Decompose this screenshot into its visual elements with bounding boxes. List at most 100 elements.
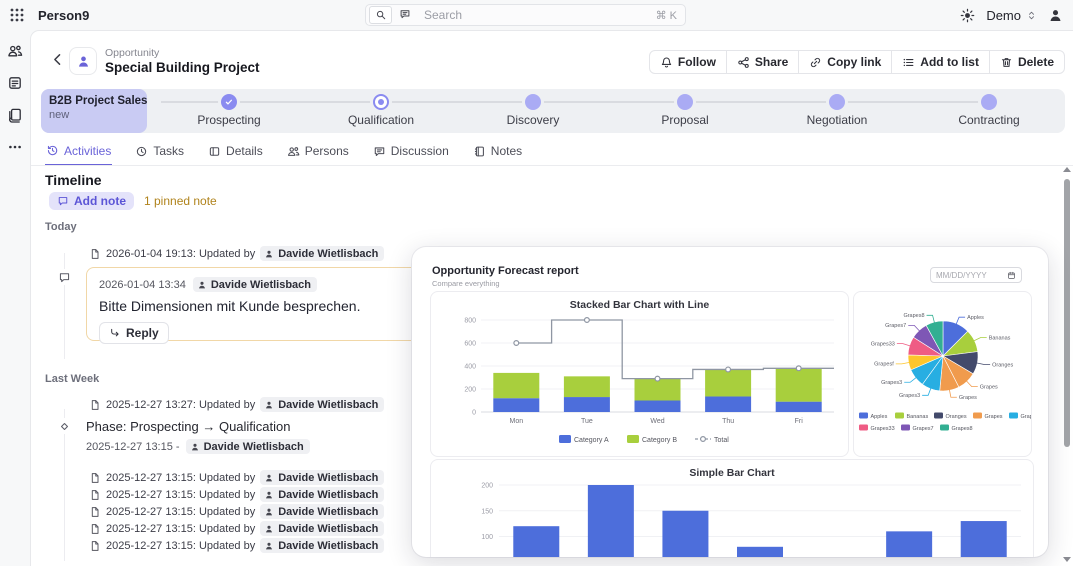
svg-text:Grapes33: Grapes33	[871, 426, 895, 432]
reply-button[interactable]: Reply	[99, 322, 169, 344]
forecast-report-panel: Opportunity Forecast report Compare ever…	[412, 247, 1048, 557]
author-chip[interactable]: Davide Wietlisbach	[260, 521, 385, 536]
add-note-button[interactable]: Add note	[49, 192, 134, 210]
svg-text:Simple Bar Chart: Simple Bar Chart	[689, 467, 775, 479]
app-grid-icon[interactable]	[9, 7, 25, 23]
app-title: Person9	[38, 8, 90, 23]
tab-divider	[31, 165, 1073, 166]
tab-notes[interactable]: Notes	[472, 139, 523, 165]
phase-change-meta: 2025-12-27 13:15 - Davide Wietlisbach	[86, 439, 310, 454]
tab-activities[interactable]: Activities	[45, 139, 113, 165]
scrollbar[interactable]	[1062, 167, 1072, 562]
workspace-switcher[interactable]: Demo	[986, 8, 1037, 23]
person-icon	[190, 442, 200, 452]
today-events: 2026-01-04 19:13: Updated by Davide Wiet…	[89, 245, 385, 262]
stage-label: Discovery	[506, 113, 560, 127]
event-text: 2025-12-27 13:15: Updated by	[106, 505, 256, 518]
people-icon[interactable]	[7, 43, 23, 59]
timeline-event: 2025-12-27 13:15: Updated by Davide Wiet…	[89, 486, 385, 503]
pipeline-connector	[161, 101, 993, 103]
topbar: Person9 Search ⌘ K Demo	[0, 0, 1073, 30]
left-rail	[0, 30, 30, 566]
stage-dot-icon	[829, 94, 845, 110]
author-chip[interactable]: Davide Wietlisbach	[185, 439, 310, 454]
person-icon	[264, 541, 274, 551]
svg-text:Stacked Bar Chart with Line: Stacked Bar Chart with Line	[570, 299, 710, 311]
date-input[interactable]: MM/DD/YYYY	[930, 267, 1022, 283]
svg-text:Category B: Category B	[642, 437, 677, 444]
scroll-up-arrow[interactable]	[1063, 167, 1071, 172]
author-name: Davide Wietlisbach	[278, 488, 379, 501]
search-mode-button[interactable]	[369, 6, 392, 24]
pipeline-stage[interactable]: Prospecting	[153, 89, 305, 133]
stage-dot-icon	[677, 94, 693, 110]
pinned-note-link[interactable]: 1 pinned note	[144, 194, 217, 208]
pipeline-stage[interactable]: Qualification	[305, 89, 457, 133]
date-placeholder: MM/DD/YYYY	[936, 270, 987, 280]
section-label-today: Today	[45, 221, 77, 233]
person-icon	[264, 473, 274, 483]
tab-bar: Activities Tasks Details Persons Discuss…	[45, 139, 545, 165]
back-icon[interactable]	[50, 52, 65, 67]
section-label-lastweek: Last Week	[45, 373, 100, 385]
author-chip[interactable]: Davide Wietlisbach	[260, 397, 385, 412]
pipeline-stage[interactable]: Discovery	[457, 89, 609, 133]
form-icon[interactable]	[7, 75, 23, 91]
bell-icon	[660, 56, 673, 69]
delete-button[interactable]: Delete	[988, 50, 1065, 74]
author-chip[interactable]: Davide Wietlisbach	[260, 487, 385, 502]
svg-text:Bananas: Bananas	[989, 335, 1011, 341]
timeline-event: 2025-12-27 13:15: Updated by Davide Wiet…	[89, 469, 385, 486]
pipeline-stages: Prospecting Qualification Discovery Prop…	[153, 89, 1065, 133]
search-icon	[375, 9, 387, 21]
sun-icon[interactable]	[960, 8, 975, 23]
svg-text:Grapes7: Grapes7	[885, 323, 906, 329]
author-chip[interactable]: Davide Wietlisbach	[260, 470, 385, 485]
person-icon	[197, 280, 207, 290]
stage-dot-icon	[373, 94, 389, 110]
tab-details[interactable]: Details	[207, 139, 264, 165]
svg-text:Grapes: Grapes	[959, 395, 977, 401]
timeline-event: 2025-12-27 13:15: Updated by Davide Wiet…	[89, 537, 385, 554]
event-text: 2025-12-27 13:15: Updated by	[106, 471, 256, 484]
pipeline-stage[interactable]: Negotiation	[761, 89, 913, 133]
author-chip[interactable]: Davide Wietlisbach	[192, 277, 318, 292]
share-button[interactable]: Share	[725, 50, 800, 74]
svg-text:Grapes3: Grapes3	[881, 380, 902, 386]
tab-persons[interactable]: Persons	[286, 139, 350, 165]
lastweek-events: 2025-12-27 13:27: Updated by Davide Wiet…	[89, 396, 385, 413]
tab-discussion[interactable]: Discussion	[372, 139, 450, 165]
calendar-icon	[1007, 271, 1016, 280]
share-icon	[737, 56, 750, 69]
file-icon	[89, 489, 101, 501]
search-bar[interactable]: Search ⌘ K	[365, 4, 686, 26]
author-chip[interactable]: Davide Wietlisbach	[260, 246, 385, 261]
follow-button[interactable]: Follow	[648, 50, 727, 74]
layout-icon	[208, 145, 221, 158]
copy-link-button[interactable]: Copy link	[798, 50, 893, 74]
pipeline-stage[interactable]: Contracting	[913, 89, 1065, 133]
search-placeholder: Search	[424, 8, 463, 22]
pipeline-chip[interactable]: B2B Project Sales new	[41, 89, 147, 133]
scroll-thumb[interactable]	[1064, 179, 1070, 447]
diamond-icon	[58, 420, 71, 433]
author-chip[interactable]: Davide Wietlisbach	[260, 538, 385, 553]
note-meta: 2026-01-04 13:34 Davide Wietlisbach	[99, 277, 831, 292]
tab-tasks[interactable]: Tasks	[134, 139, 185, 165]
more-icon[interactable]	[7, 139, 23, 155]
person-icon	[264, 524, 274, 534]
timeline-event: 2025-12-27 13:15: Updated by Davide Wiet…	[89, 503, 385, 520]
ask-mode-button[interactable]	[394, 6, 415, 22]
lastweek-more-events: 2025-12-27 13:15: Updated by Davide Wiet…	[89, 469, 385, 554]
pipeline-stage[interactable]: Proposal	[609, 89, 761, 133]
add-to-list-button[interactable]: Add to list	[891, 50, 990, 74]
phase-gutter-marker	[56, 418, 72, 434]
svg-text:Bananas: Bananas	[907, 414, 929, 420]
pie-chart: Apples Bananas Oranges Grapes Grapes Grapes3 G…	[853, 291, 1032, 457]
scroll-down-arrow[interactable]	[1063, 557, 1071, 562]
author-name: Davide Wietlisbach	[278, 539, 379, 552]
author-chip[interactable]: Davide Wietlisbach	[260, 504, 385, 519]
book-icon[interactable]	[7, 107, 23, 123]
user-icon[interactable]	[1048, 8, 1063, 23]
record-avatar	[69, 47, 97, 75]
